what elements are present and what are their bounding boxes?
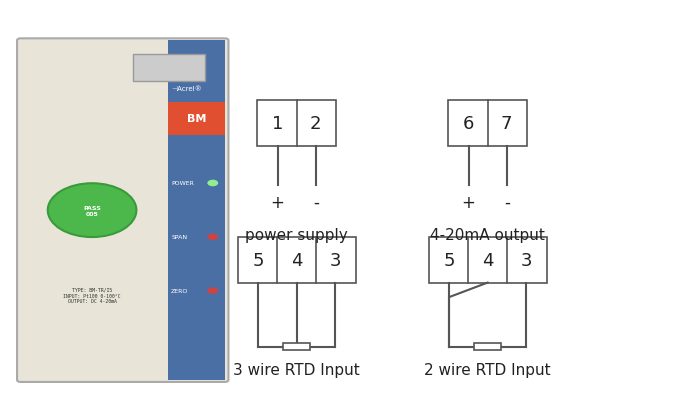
Bar — [428, 237, 546, 283]
Text: ZERO: ZERO — [171, 288, 188, 293]
Text: PASS
005: PASS 005 — [83, 205, 101, 216]
Bar — [133, 55, 205, 82]
Bar — [168, 41, 225, 380]
Bar — [168, 102, 225, 136]
Text: 3: 3 — [520, 251, 532, 269]
Circle shape — [207, 287, 218, 294]
Text: TYPE: BM-TR/I5
INPUT: Pt100 0-100°C
OUTPUT: DC 4-20mA: TYPE: BM-TR/I5 INPUT: Pt100 0-100°C OUTP… — [63, 287, 121, 304]
Text: 5: 5 — [252, 251, 264, 269]
Circle shape — [207, 234, 218, 240]
Text: 6: 6 — [463, 115, 474, 133]
Text: power supply: power supply — [246, 228, 348, 243]
Circle shape — [207, 180, 218, 187]
Text: 2 wire RTD Input: 2 wire RTD Input — [424, 362, 551, 377]
Text: 4: 4 — [291, 251, 302, 269]
Text: 1: 1 — [272, 115, 283, 133]
FancyBboxPatch shape — [17, 39, 228, 382]
Text: ⊣Acrel®: ⊣Acrel® — [171, 86, 202, 92]
Text: 4: 4 — [482, 251, 493, 269]
Text: 3: 3 — [329, 251, 341, 269]
Bar — [448, 101, 527, 147]
Bar — [237, 237, 355, 283]
Text: POWER: POWER — [171, 181, 194, 186]
Text: 3 wire RTD Input: 3 wire RTD Input — [233, 362, 360, 377]
Text: 4-20mA output: 4-20mA output — [430, 228, 545, 243]
Bar — [283, 343, 310, 351]
Text: 7: 7 — [501, 115, 512, 133]
Text: 2: 2 — [310, 115, 321, 133]
Text: -: - — [504, 193, 509, 211]
Text: +: + — [271, 193, 284, 211]
Bar — [257, 101, 336, 147]
Text: 5: 5 — [443, 251, 455, 269]
Bar — [474, 343, 501, 351]
Text: BM: BM — [187, 114, 206, 124]
Text: SPAN: SPAN — [171, 235, 188, 240]
Text: +: + — [462, 193, 475, 211]
Circle shape — [48, 184, 136, 237]
Text: -: - — [313, 193, 318, 211]
